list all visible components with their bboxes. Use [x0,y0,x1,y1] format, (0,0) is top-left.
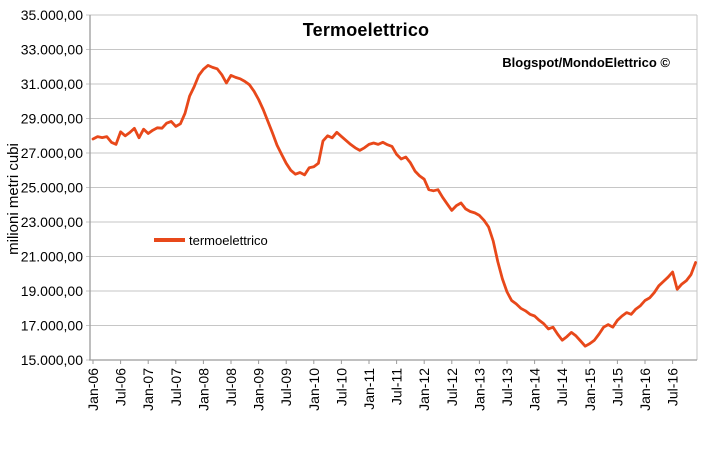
x-tick-label: Jul-07 [168,368,184,406]
y-tick-label: 33.000,00 [21,42,83,58]
y-tick-label: 17.000,00 [21,318,83,334]
axes [89,15,697,361]
x-tick-label: Jul-11 [389,368,405,405]
x-tick-label: Jan-07 [140,368,156,411]
y-tick-label: 23.000,00 [21,214,83,230]
y-tick-label: 15.000,00 [21,352,83,368]
x-tick-label: Jul-15 [609,368,625,406]
y-tick-label: 29.000,00 [21,111,83,127]
x-tick-label: Jan-13 [471,368,487,411]
x-tick-label: Jan-12 [416,368,432,411]
y-tick-label: 35.000,00 [21,7,83,23]
x-axis-labels: Jan-06 Jul-06 Jan-07 Jul-07 Jan-08 Jul-08 Jan-… [85,368,681,411]
y-axis-title: milioni metri cubi [5,143,22,255]
chart-title: Termoelettrico [302,20,430,40]
x-tick-label: Jan-09 [251,368,267,411]
x-tick-label: Jan-08 [195,368,211,411]
legend-label: termoelettrico [189,232,268,248]
y-axis-labels: 35.000,00 33.000,00 31.000,00 29.000,00 27.0… [21,7,83,368]
x-tick-label: Jan-16 [637,368,653,411]
x-tick-label: Jan-06 [85,368,101,411]
x-tick-label: Jul-14 [554,368,570,406]
x-tick-label: Jan-11 [361,368,377,410]
series-line-termoelettrico [91,64,697,348]
x-tick-label: Jan-14 [527,368,543,411]
x-tick-label: Jan-10 [306,368,322,411]
x-tick-label: Jul-10 [333,368,349,406]
x-tick-label: Jul-16 [665,368,681,406]
x-axis-ticks [92,360,674,364]
legend-line-swatch [154,238,185,242]
x-tick-label: Jul-13 [499,368,515,406]
y-tick-label: 21.000,00 [21,249,83,265]
x-tick-label: Jan-15 [582,368,598,411]
y-tick-label: 25.000,00 [21,180,83,196]
x-tick-label: Jul-06 [113,368,129,406]
y-tick-label: 31.000,00 [21,76,83,92]
legend: termoelettrico [154,232,268,248]
x-tick-label: Jul-09 [278,368,294,406]
y-tick-label: 19.000,00 [21,283,83,299]
y-tick-label: 27.000,00 [21,145,83,161]
x-tick-label: Jul-08 [223,368,239,406]
attribution-text: Blogspot/MondoElettrico © [502,55,670,70]
x-tick-label: Jul-12 [444,368,460,406]
